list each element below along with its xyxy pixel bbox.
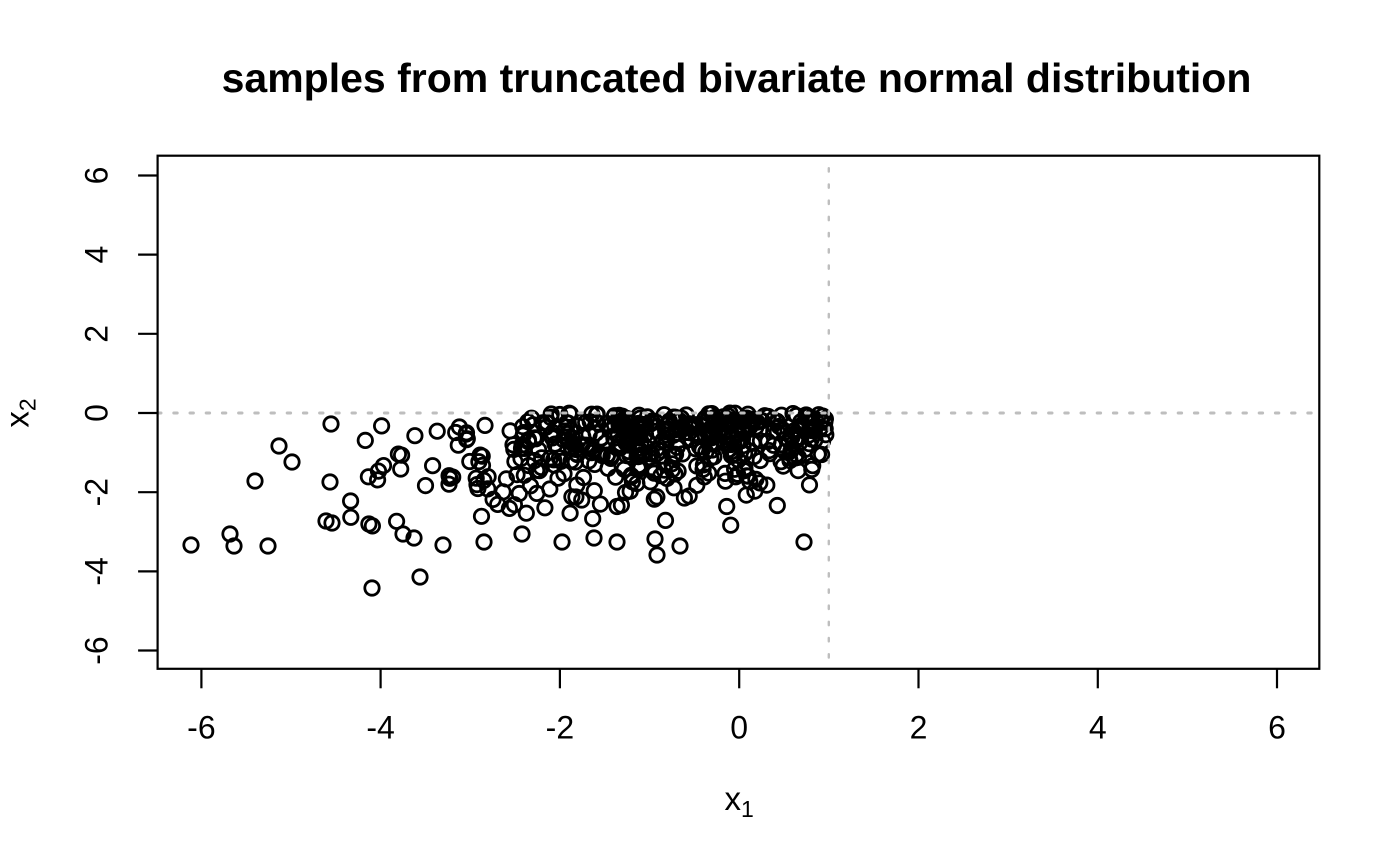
- svg-text:-4: -4: [366, 710, 394, 746]
- svg-text:-6: -6: [79, 636, 115, 664]
- svg-text:6: 6: [79, 167, 115, 185]
- svg-text:4: 4: [1089, 710, 1107, 746]
- svg-text:-2: -2: [546, 710, 574, 746]
- svg-text:2: 2: [910, 710, 928, 746]
- svg-text:0: 0: [730, 710, 748, 746]
- svg-text:0: 0: [79, 404, 115, 422]
- svg-text:4: 4: [79, 246, 115, 264]
- svg-text:-4: -4: [79, 557, 115, 585]
- svg-text:2: 2: [79, 325, 115, 343]
- svg-text:samples from truncated bivaria: samples from truncated bivariate normal …: [222, 55, 1252, 101]
- svg-text:6: 6: [1268, 710, 1286, 746]
- svg-text:-6: -6: [187, 710, 215, 746]
- svg-text:-2: -2: [79, 478, 115, 506]
